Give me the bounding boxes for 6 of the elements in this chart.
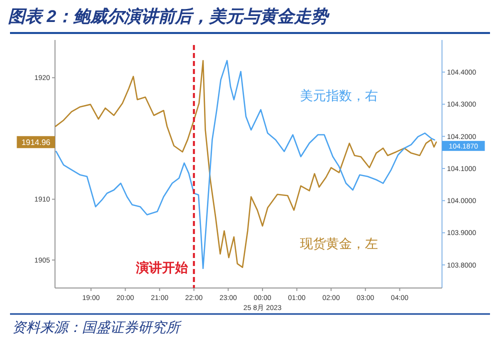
text: 美元指数，右	[300, 88, 378, 103]
ref-line-label: 演讲开始	[134, 260, 189, 275]
text: 现货黄金，左	[300, 236, 378, 251]
chart-title: 图表 2：鲍威尔演讲前后，美元与黄金走势	[8, 6, 330, 26]
text: 1914.96	[21, 138, 51, 147]
text: 资料来源：国盛证券研究所	[12, 319, 182, 335]
